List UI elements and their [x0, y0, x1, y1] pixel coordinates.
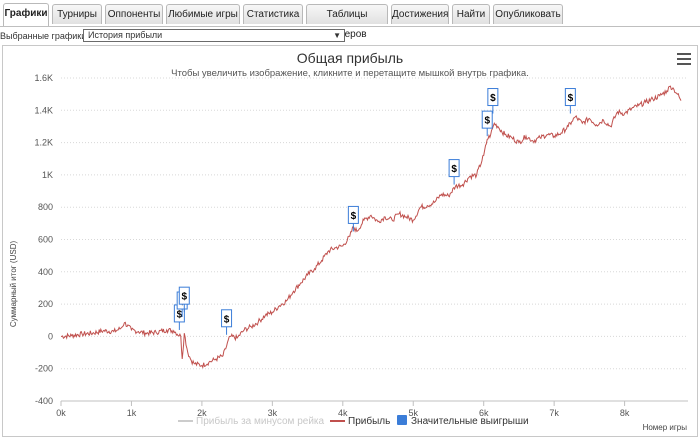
- x-tick-label: 0k: [56, 408, 66, 418]
- tab-4[interactable]: Любимые игры: [166, 4, 240, 24]
- y-tick-label: 800: [38, 202, 53, 212]
- y-tick-label: -400: [35, 396, 53, 406]
- tab-6[interactable]: Таблицы лидеров: [306, 4, 388, 40]
- x-tick-label: 3k: [268, 408, 278, 418]
- chart-selector-dropdown[interactable]: История прибыли ▼: [83, 29, 345, 42]
- chart-container[interactable]: Общая прибыль Чтобы увеличить изображени…: [2, 45, 698, 437]
- big-win-marker-label: $: [224, 314, 230, 325]
- y-tick-label: 1K: [42, 170, 53, 180]
- x-tick-label: 7k: [549, 408, 559, 418]
- legend-item-net-profit[interactable]: Прибыль за минусом рейка: [178, 415, 325, 427]
- big-win-marker[interactable]: $: [221, 309, 233, 335]
- big-win-marker[interactable]: $: [178, 286, 190, 313]
- x-tick-label: 2k: [197, 408, 207, 418]
- y-tick-label: 200: [38, 299, 53, 309]
- y-tick-label: -200: [35, 364, 53, 374]
- chart-selector-row: Выбранные графики: История прибыли ▼: [0, 28, 700, 44]
- tab-2[interactable]: Турниры: [52, 4, 102, 24]
- y-tick-label: 1.2K: [34, 138, 53, 148]
- chart-selector-label: Выбранные графики:: [0, 31, 89, 41]
- big-win-marker-label: $: [182, 292, 188, 303]
- y-tick-label: 400: [38, 267, 53, 277]
- chart-selector-value: История прибыли: [88, 30, 163, 40]
- legend-label: Прибыль: [348, 415, 390, 427]
- chart-subtitle: Чтобы увеличить изображение, кликните и …: [171, 68, 529, 79]
- legend-label: Прибыль за минусом рейка: [196, 415, 325, 427]
- x-tick-label: 1k: [127, 408, 137, 418]
- x-tick-label: 8k: [620, 408, 630, 418]
- big-win-marker[interactable]: $: [481, 110, 493, 137]
- big-win-marker-label: $: [177, 309, 183, 320]
- big-win-marker[interactable]: $: [487, 88, 499, 114]
- x-axis-label: Номер игры: [643, 423, 688, 432]
- big-win-marker[interactable]: $: [347, 205, 359, 232]
- y-tick-label: 1.4K: [34, 105, 53, 115]
- profit-chart[interactable]: Общая прибыль Чтобы увеличить изображени…: [3, 46, 697, 436]
- chart-title: Общая прибыль: [297, 50, 403, 66]
- big-win-marker-label: $: [351, 211, 357, 222]
- tab-1[interactable]: Графики: [3, 3, 49, 26]
- big-win-marker-label: $: [484, 116, 490, 127]
- legend-label: Значительные выигрыши: [411, 416, 529, 427]
- y-axis-label: Суммарный итог (USD): [9, 241, 18, 328]
- tab-5[interactable]: Статистика: [243, 4, 303, 24]
- dropdown-arrow-icon: ▼: [333, 31, 341, 40]
- legend-item-profit[interactable]: Прибыль: [330, 415, 390, 427]
- y-tick-label: 1.6K: [34, 73, 53, 83]
- y-tick-label: 600: [38, 235, 53, 245]
- x-tick-label: 5k: [408, 408, 418, 418]
- x-tick-label: 6k: [479, 408, 489, 418]
- x-tick-label: 4k: [338, 408, 348, 418]
- menu-icon[interactable]: [677, 53, 691, 65]
- big-win-marker[interactable]: $: [448, 159, 460, 185]
- y-tick-label: 0: [48, 331, 53, 341]
- tab-8[interactable]: Найти: [452, 4, 490, 24]
- tab-7[interactable]: Достижения: [391, 4, 449, 24]
- big-win-marker[interactable]: $: [564, 88, 576, 114]
- big-win-marker-label: $: [568, 93, 574, 104]
- tab-bar: Графики Турниры Оппоненты Любимые игры Стати…: [0, 0, 700, 40]
- tab-3[interactable]: Оппоненты: [105, 4, 163, 24]
- tab-9[interactable]: Опубликовать: [493, 4, 563, 24]
- profit-series-line: [61, 85, 682, 369]
- big-win-marker-label: $: [451, 164, 457, 175]
- big-win-marker-label: $: [490, 93, 496, 104]
- legend-item-big-wins[interactable]: Значительные выигрыши: [397, 415, 529, 427]
